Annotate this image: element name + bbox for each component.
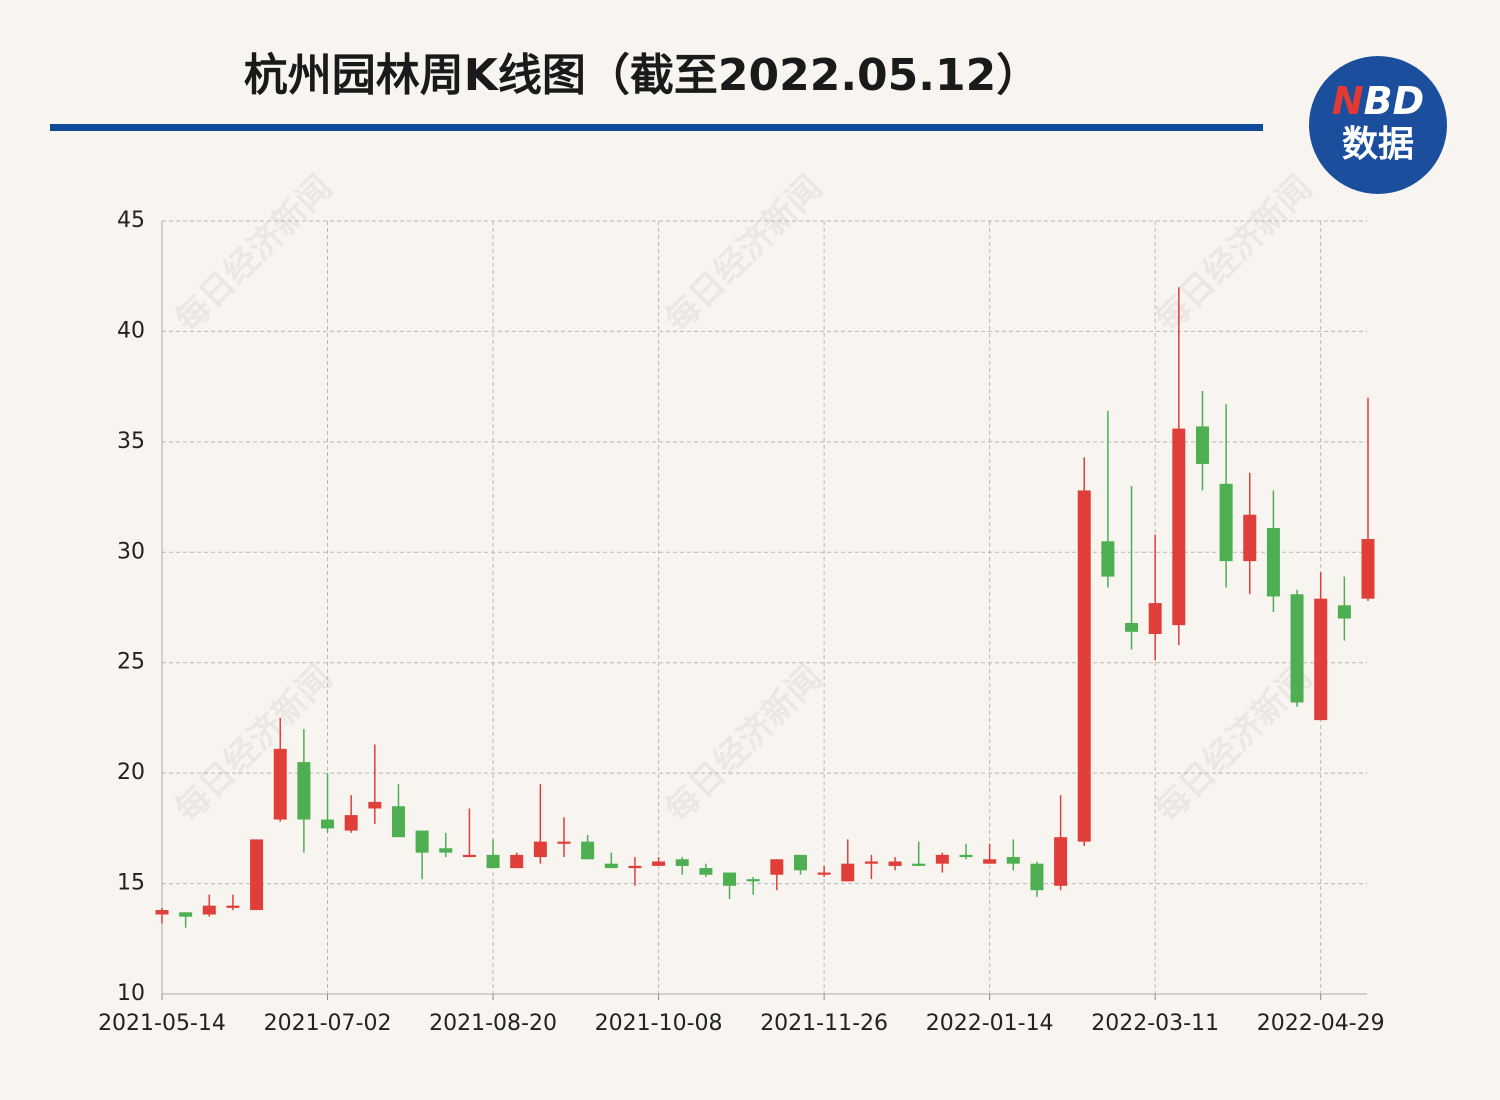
- candle-body: [841, 863, 855, 882]
- candle-body: [652, 861, 666, 866]
- candle-body: [439, 848, 453, 853]
- candle-body: [1219, 483, 1233, 562]
- candle-body: [675, 859, 689, 866]
- candle-body: [486, 854, 500, 869]
- candle-body: [1290, 594, 1304, 703]
- candle-body: [344, 815, 358, 831]
- plot: 10 15 20 25 30 35 40 45 2021-05-14 2021-07-02 2021…: [98, 208, 1385, 1036]
- candle-body: [391, 806, 405, 838]
- x-tick-label: 2021-07-02: [264, 1011, 392, 1036]
- candle-body: [912, 863, 926, 866]
- candle-body: [723, 872, 737, 886]
- logo-rest: BD: [1364, 79, 1425, 123]
- candle-body: [1030, 863, 1044, 891]
- candle-body: [770, 859, 784, 875]
- candle-body: [297, 762, 311, 820]
- x-tick-label: 2022-04-29: [1257, 1011, 1385, 1036]
- candle-body: [1054, 837, 1068, 886]
- candle-body: [1314, 598, 1328, 721]
- logo-mark: N: [1332, 79, 1364, 123]
- candle-body: [368, 801, 382, 809]
- candle-body: [510, 854, 524, 869]
- logo-text: NBD: [1332, 79, 1424, 123]
- title-rule: [50, 124, 1263, 131]
- candle-body: [1172, 428, 1186, 626]
- candle-body: [179, 912, 193, 917]
- candle-body: [1006, 857, 1020, 864]
- candle-body: [1101, 541, 1115, 577]
- y-tick-label: 15: [117, 871, 145, 896]
- x-tick-label: 2021-11-26: [760, 1011, 888, 1036]
- y-tick-label: 45: [117, 208, 145, 233]
- candle-body: [1125, 622, 1139, 632]
- x-tick-label: 2022-03-11: [1091, 1011, 1219, 1036]
- logo-circle: [1309, 56, 1447, 194]
- chart-title: 杭州园林周K线图（截至2022.05.12）: [244, 50, 1040, 101]
- candle-body: [983, 859, 997, 864]
- candle-body: [604, 863, 618, 869]
- candle-body: [817, 872, 831, 875]
- candle-body: [959, 854, 973, 858]
- y-tick-label: 10: [117, 981, 145, 1006]
- candle-body: [1148, 603, 1162, 635]
- candle-body: [273, 748, 287, 820]
- candle-body: [1266, 527, 1280, 597]
- candle-body: [557, 841, 571, 844]
- candle-body: [1361, 539, 1375, 599]
- y-tick-label: 30: [117, 539, 145, 564]
- candle-body: [746, 879, 760, 882]
- y-tick-label: 25: [117, 650, 145, 675]
- candle-body: [699, 868, 713, 875]
- x-tick-label: 2021-08-20: [429, 1011, 557, 1036]
- candle-body: [864, 861, 878, 864]
- candle-body: [1195, 426, 1209, 464]
- candle-body: [1077, 490, 1091, 842]
- candle-body: [226, 905, 240, 908]
- candle-body: [888, 861, 902, 866]
- candle-body: [935, 854, 949, 864]
- candle-body: [155, 910, 169, 915]
- x-tick-label: 2021-05-14: [98, 1011, 226, 1036]
- candle-body: [628, 865, 642, 869]
- candle-body: [581, 841, 595, 860]
- y-tick-label: 40: [117, 318, 145, 343]
- candle-body: [1243, 514, 1257, 562]
- logo-sub: 数据: [1342, 124, 1414, 165]
- x-tick-label: 2022-01-14: [926, 1011, 1054, 1036]
- candle-body: [202, 905, 216, 915]
- y-tick-label: 35: [117, 429, 145, 454]
- candle-body: [321, 819, 335, 829]
- x-tick-label: 2021-10-08: [595, 1011, 723, 1036]
- candle-body: [793, 854, 807, 871]
- y-tick-label: 20: [117, 760, 145, 785]
- candle-body: [462, 854, 476, 858]
- candle-body: [250, 839, 264, 911]
- candle-body: [1337, 605, 1351, 619]
- candle-body: [415, 830, 429, 853]
- candle-body: [533, 841, 547, 858]
